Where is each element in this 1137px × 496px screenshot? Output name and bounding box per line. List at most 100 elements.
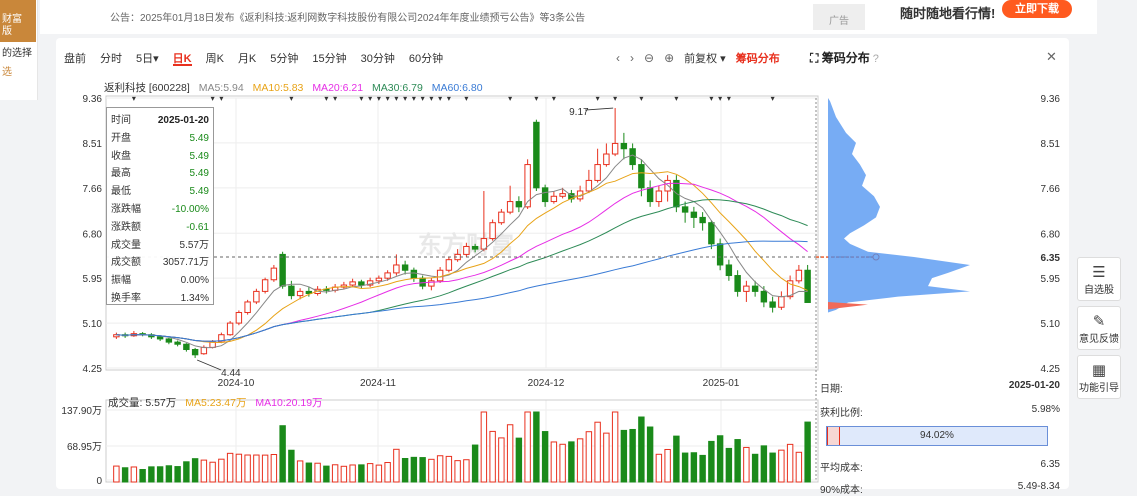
y-tick-label: 5.10 xyxy=(83,319,103,330)
float-button-1[interactable]: ✎ 意见反馈 xyxy=(1077,306,1121,350)
volume-bar xyxy=(734,439,741,483)
logo-text-2: 版 xyxy=(2,26,12,37)
high-label: 9.17 xyxy=(569,107,589,118)
ad-tag: 广告 xyxy=(813,4,865,30)
volume-bar xyxy=(261,454,269,483)
notice-text[interactable]: 公告：2025年01月18日发布《返利科技:返利网数字科技股份有限公司2024年… xyxy=(110,13,586,24)
right-float-buttons: ☰ 自选股 ✎ 意见反馈 ▦ 功能引导 xyxy=(1077,257,1121,404)
volume-bar xyxy=(121,467,129,483)
tab-1[interactable]: 分时 xyxy=(100,53,122,65)
tooltip-value: 5.57万 xyxy=(179,239,209,251)
volume-bar xyxy=(471,444,479,483)
volume-bar xyxy=(463,459,470,483)
volume-bar xyxy=(305,462,313,483)
volume-bar xyxy=(349,464,356,483)
prev-icon[interactable]: ‹ xyxy=(616,51,620,65)
tooltip-key: 最低 xyxy=(111,186,131,198)
chip-toggle[interactable]: 筹码分布 xyxy=(735,53,780,65)
event-marker: ▾ xyxy=(438,94,442,103)
volume-bar xyxy=(218,458,225,483)
tooltip-key: 成交量 xyxy=(111,239,141,251)
candle-body xyxy=(261,279,269,292)
event-marker: ▾ xyxy=(386,94,390,103)
candle-body xyxy=(419,277,426,287)
candle-body xyxy=(498,211,505,224)
ma5-label: MA5:5.94 xyxy=(198,82,244,94)
event-marker: ▾ xyxy=(429,94,433,103)
chip-panel-checkbox-icon[interactable]: ⛶ xyxy=(810,51,819,65)
candle-body xyxy=(594,164,601,181)
high-arrow xyxy=(585,107,614,111)
help-icon[interactable]: ? xyxy=(872,53,879,65)
ma20-line xyxy=(116,182,808,342)
tooltip-value: 1.34% xyxy=(180,292,209,304)
tab-9[interactable]: 60分钟 xyxy=(408,53,444,65)
brand-logo[interactable]: 财富版 xyxy=(0,0,36,42)
tab-0[interactable]: 盘前 xyxy=(64,53,86,65)
tooltip-row: 振幅 0.00% xyxy=(111,272,209,290)
download-button[interactable]: 立即下载 xyxy=(1002,0,1072,18)
kline-chart[interactable]: 9.36 8.51 7.66 6.80 5.95 5.10 4.25 2024-10 2024-… xyxy=(56,38,1069,489)
tab-5[interactable]: 月K xyxy=(237,53,257,65)
volume-bar xyxy=(375,464,383,483)
progress-label: 94.02% xyxy=(920,430,954,441)
volume-bar xyxy=(436,455,444,483)
float-button-icon: ▦ xyxy=(1091,362,1107,379)
candle-body xyxy=(393,264,400,274)
next-icon[interactable]: › xyxy=(630,51,634,65)
float-button-0[interactable]: ☰ 自选股 xyxy=(1077,257,1121,301)
volume-bar xyxy=(323,465,330,483)
event-marker: ▾ xyxy=(219,94,223,103)
zoom-out-icon[interactable]: ⊖ xyxy=(644,51,655,65)
profit-progress: 94.02% xyxy=(826,426,1048,446)
volume-bar xyxy=(165,465,173,483)
candle-body xyxy=(716,243,724,266)
event-marker: ▾ xyxy=(403,94,407,103)
tooltip-value: -0.61 xyxy=(186,221,209,233)
adjust-select[interactable]: 前复权 ▾ xyxy=(684,53,726,65)
tab-6[interactable]: 5分钟 xyxy=(270,53,299,65)
event-marker: ▾ xyxy=(534,94,538,103)
candle-body xyxy=(489,222,496,240)
close-icon[interactable]: ✕ xyxy=(1046,49,1057,64)
tooltip-value: 3057.71万 xyxy=(162,257,209,269)
float-button-2[interactable]: ▦ 功能引导 xyxy=(1077,355,1121,399)
candle-body xyxy=(191,349,199,356)
volume-bar xyxy=(769,452,776,483)
tab-2[interactable]: 5日▾ xyxy=(136,53,159,65)
chip-panel-title: ⛶ 筹码分布? xyxy=(810,49,879,66)
volume-bar xyxy=(226,452,234,483)
tab-4[interactable]: 周K xyxy=(205,53,224,65)
zoom-in-icon[interactable]: ⊕ xyxy=(664,51,675,65)
volume-bar xyxy=(139,469,146,483)
candle-body xyxy=(515,201,523,208)
left-text-1: 的选择 xyxy=(2,48,32,59)
volume-bar xyxy=(331,464,339,483)
chip-title-text: 筹码分布 xyxy=(821,51,870,65)
volume-bar xyxy=(279,425,286,483)
avg-key: 平均成本: xyxy=(820,463,863,474)
right-y-tick: 9.36 xyxy=(1041,94,1061,105)
tab-8[interactable]: 30分钟 xyxy=(360,53,395,65)
float-button-label: 功能引导 xyxy=(1079,383,1119,394)
candle-body xyxy=(690,211,698,218)
volume-bar xyxy=(664,448,671,483)
tooltip-row: 涨跌幅 -10.00% xyxy=(111,201,209,219)
candle-body xyxy=(410,269,418,279)
candle-body xyxy=(524,164,531,208)
tooltip-row: 收盘 5.49 xyxy=(111,148,209,166)
candle-body xyxy=(296,290,304,297)
volume-bar xyxy=(760,445,768,483)
event-marker: ▾ xyxy=(447,94,451,103)
tab-7[interactable]: 15分钟 xyxy=(312,53,347,65)
volume-bar xyxy=(699,454,706,483)
volume-bar xyxy=(445,455,453,483)
volume-bar xyxy=(244,454,251,483)
y-tick-label: 6.80 xyxy=(83,229,103,240)
volume-bar xyxy=(620,429,628,483)
tooltip-value: 5.49 xyxy=(189,132,209,144)
tab-3[interactable]: 日K xyxy=(172,50,192,66)
candle-body xyxy=(751,285,759,292)
tooltip-value: 5.49 xyxy=(189,168,209,180)
event-marker: ▾ xyxy=(368,94,372,103)
